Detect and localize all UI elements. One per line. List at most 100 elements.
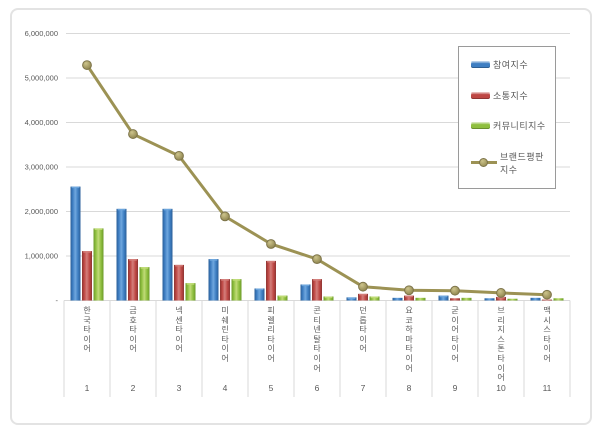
category-label: 피 렐 리 타 이 어 [267, 306, 275, 363]
bar-top-highlight [186, 283, 195, 285]
category-label: 굳 이 어 타 이 어 [451, 306, 459, 363]
line-marker-1 [82, 60, 92, 70]
category-rank: 8 [406, 383, 412, 393]
line-marker-6 [312, 254, 322, 265]
bar-participation-10 [484, 298, 495, 301]
category-rank: 10 [496, 383, 506, 393]
category-rank: 6 [314, 383, 320, 393]
bar-communication-4 [220, 279, 230, 301]
line-marker-8 [404, 285, 414, 296]
category-label: 던 롭 타 이 어 [359, 306, 367, 354]
line-marker-4 [220, 211, 230, 222]
y-tick-label: 5,000,000 [25, 74, 58, 83]
bar-top-highlight [175, 264, 183, 267]
category-rank: 5 [268, 383, 274, 393]
legend-label: 커뮤니티지수 [493, 121, 546, 132]
communication-swatch-icon [471, 91, 490, 99]
category-label: 콘 티 넨 탈 타 이 어 [313, 306, 321, 373]
bar-participation-2 [116, 208, 127, 301]
legend-item-reputation: 브랜드평판지수 [471, 150, 551, 176]
reputation-line-marker-icon [471, 158, 497, 168]
category-rank: 1 [84, 383, 90, 393]
bar-top-highlight [324, 296, 333, 299]
y-tick-label: - [56, 296, 59, 305]
bar-top-highlight [347, 297, 356, 299]
bar-community-9 [461, 297, 472, 301]
category-rank: 9 [452, 383, 458, 393]
legend-item-community: 커뮤니티지수 [471, 119, 551, 132]
bar-top-highlight [83, 251, 91, 253]
line-marker-10 [496, 288, 506, 298]
category-label: 한 국 타 이 어 [83, 306, 91, 354]
bar-top-highlight [370, 296, 379, 299]
bar-top-highlight [267, 260, 275, 263]
participation-swatch-icon [471, 61, 490, 68]
bar-top-highlight [140, 267, 149, 269]
bar-community-1 [93, 228, 104, 301]
legend-label: 브랜드평판지수 [500, 151, 544, 175]
line-marker-3 [174, 150, 184, 161]
bar-communication-10 [496, 296, 506, 301]
bar-communication-9 [450, 298, 460, 301]
y-tick-label: 3,000,000 [25, 163, 58, 172]
y-tick-label: 2,000,000 [25, 207, 58, 216]
bar-top-highlight [301, 284, 310, 287]
bar-participation-1 [70, 186, 81, 301]
category-label: 미 쉐 린 타 이 어 [221, 306, 229, 363]
bar-top-highlight [221, 279, 229, 281]
bar-top-highlight [313, 279, 321, 281]
line-marker-2 [128, 129, 138, 139]
bar-community-6 [323, 296, 334, 301]
bar-communication-2 [128, 259, 138, 301]
legend-item-participation: 참여지수 [471, 58, 551, 71]
category-rank: 3 [176, 383, 182, 393]
bar-top-highlight [439, 295, 448, 298]
line-marker-9 [450, 285, 460, 296]
bar-top-highlight [232, 279, 241, 281]
bar-communication-3 [174, 264, 184, 301]
bar-participation-8 [392, 297, 403, 301]
bar-communication-11 [542, 299, 552, 301]
bar-communication-6 [312, 279, 322, 301]
community-swatch-icon [471, 122, 490, 130]
bar-communication-1 [82, 251, 92, 301]
category-rank: 4 [222, 383, 228, 393]
bar-participation-6 [300, 284, 311, 301]
bar-community-8 [415, 297, 426, 301]
category-rank: 2 [130, 383, 136, 393]
line-marker-5 [266, 239, 276, 249]
y-tick-label: 1,000,000 [25, 252, 58, 261]
bar-community-11 [553, 298, 564, 301]
y-tick-label: 4,000,000 [25, 118, 58, 127]
y-tick-label: 6,000,000 [25, 29, 58, 38]
category-label: 브 리 지 스 톤 타 이 어 [497, 306, 505, 383]
category-label: 금 호 타 이 어 [129, 306, 137, 354]
bar-communication-7 [358, 293, 368, 301]
legend-label: 소통지수 [493, 90, 529, 101]
legend-item-communication: 소통지수 [471, 89, 551, 102]
category-label: 요 코 하 마 타 이 어 [405, 306, 413, 373]
bar-communication-8 [404, 295, 414, 301]
bar-community-2 [139, 267, 150, 301]
category-rank: 11 [542, 383, 552, 393]
bar-top-highlight [71, 186, 80, 189]
bar-participation-9 [438, 295, 449, 301]
bar-top-highlight [163, 208, 172, 211]
bar-top-highlight [94, 228, 103, 231]
bar-top-highlight [129, 259, 137, 261]
bar-top-highlight [117, 208, 126, 211]
category-rank: 7 [360, 383, 366, 393]
legend-label: 참여지수 [493, 60, 529, 70]
bar-community-4 [231, 279, 242, 301]
line-marker-7 [358, 281, 368, 292]
bar-community-5 [277, 295, 288, 301]
bar-community-7 [369, 296, 380, 301]
line-marker-11 [542, 289, 552, 300]
bar-participation-5 [254, 288, 265, 301]
bar-community-3 [185, 283, 196, 301]
bar-participation-11 [530, 297, 541, 301]
bar-top-highlight [278, 295, 287, 298]
